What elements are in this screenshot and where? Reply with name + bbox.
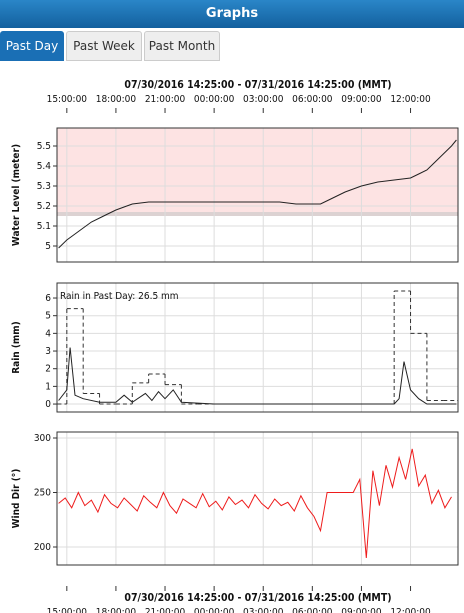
y-tick-label: 5.2 bbox=[37, 201, 51, 212]
x-tick-label: 06:00:00 bbox=[292, 607, 333, 613]
x-tick-label: 06:00:00 bbox=[292, 94, 333, 105]
series-line bbox=[58, 448, 452, 558]
band bbox=[57, 212, 458, 216]
y-tick-label: 6 bbox=[45, 293, 51, 304]
series-line bbox=[58, 347, 457, 405]
x-tick-label: 12:00:00 bbox=[390, 607, 431, 613]
x-tick-label: 15:00:00 bbox=[47, 94, 88, 105]
series-group bbox=[57, 290, 458, 405]
band bbox=[57, 128, 458, 212]
x-tick-label: 09:00:00 bbox=[341, 607, 382, 613]
y-tick-label: 1 bbox=[45, 381, 51, 392]
time-axis-title: 07/30/2016 14:25:00 - 07/31/2016 14:25:0… bbox=[124, 592, 391, 604]
x-tick-label: 00:00:00 bbox=[194, 607, 235, 613]
y-tick-label: 2 bbox=[45, 364, 51, 375]
annotation: Rain in Past Day: 26.5 mm bbox=[60, 291, 179, 302]
y-tick-label: 200 bbox=[34, 542, 51, 553]
x-tick-label: 18:00:00 bbox=[96, 94, 137, 105]
y-tick-label: 5.5 bbox=[37, 141, 51, 152]
y-tick-label: 5.4 bbox=[37, 161, 52, 172]
series-line bbox=[58, 139, 457, 249]
y-tick-label: 4 bbox=[45, 328, 51, 339]
y-tick-label: 0 bbox=[45, 399, 51, 410]
x-tick-label: 21:00:00 bbox=[145, 607, 186, 613]
tab[interactable]: Past Week bbox=[66, 31, 142, 61]
x-tick-label: 21:00:00 bbox=[145, 94, 186, 105]
time-axis-title: 07/30/2016 14:25:00 - 07/31/2016 14:25:0… bbox=[124, 79, 391, 91]
x-tick-label: 03:00:00 bbox=[243, 94, 284, 105]
x-tick-label: 00:00:00 bbox=[194, 94, 235, 105]
x-tick-label: 15:00:00 bbox=[47, 607, 88, 613]
y-tick-label: 5 bbox=[45, 311, 51, 322]
y-tick-label: 250 bbox=[34, 488, 51, 499]
y-axis-label: Rain (mm) bbox=[11, 321, 22, 374]
header-title: Graphs bbox=[0, 0, 464, 28]
plot-frame bbox=[56, 282, 459, 413]
y-tick-label: 5 bbox=[45, 241, 51, 252]
y-tick-label: 5.3 bbox=[37, 181, 51, 192]
x-tick-label: 09:00:00 bbox=[341, 94, 382, 105]
y-tick-label: 300 bbox=[34, 433, 51, 444]
x-tick-label: 18:00:00 bbox=[96, 607, 137, 613]
series-group bbox=[58, 448, 452, 558]
y-tick-label: 3 bbox=[45, 346, 51, 357]
y-tick-label: 5.1 bbox=[37, 221, 51, 232]
plot-frame bbox=[56, 431, 459, 566]
tab[interactable]: Past Month bbox=[144, 31, 220, 61]
series-group bbox=[58, 139, 457, 249]
plot-frame bbox=[56, 127, 459, 263]
x-tick-label: 12:00:00 bbox=[390, 94, 431, 105]
y-axis-label: Wind Dir (°) bbox=[11, 469, 22, 529]
x-tick-label: 03:00:00 bbox=[243, 607, 284, 613]
tab[interactable]: Past Day bbox=[0, 31, 64, 61]
tab-bar: Past Day Past Week Past Month bbox=[0, 28, 464, 62]
y-axis-label: Water Level (meter) bbox=[11, 144, 22, 246]
